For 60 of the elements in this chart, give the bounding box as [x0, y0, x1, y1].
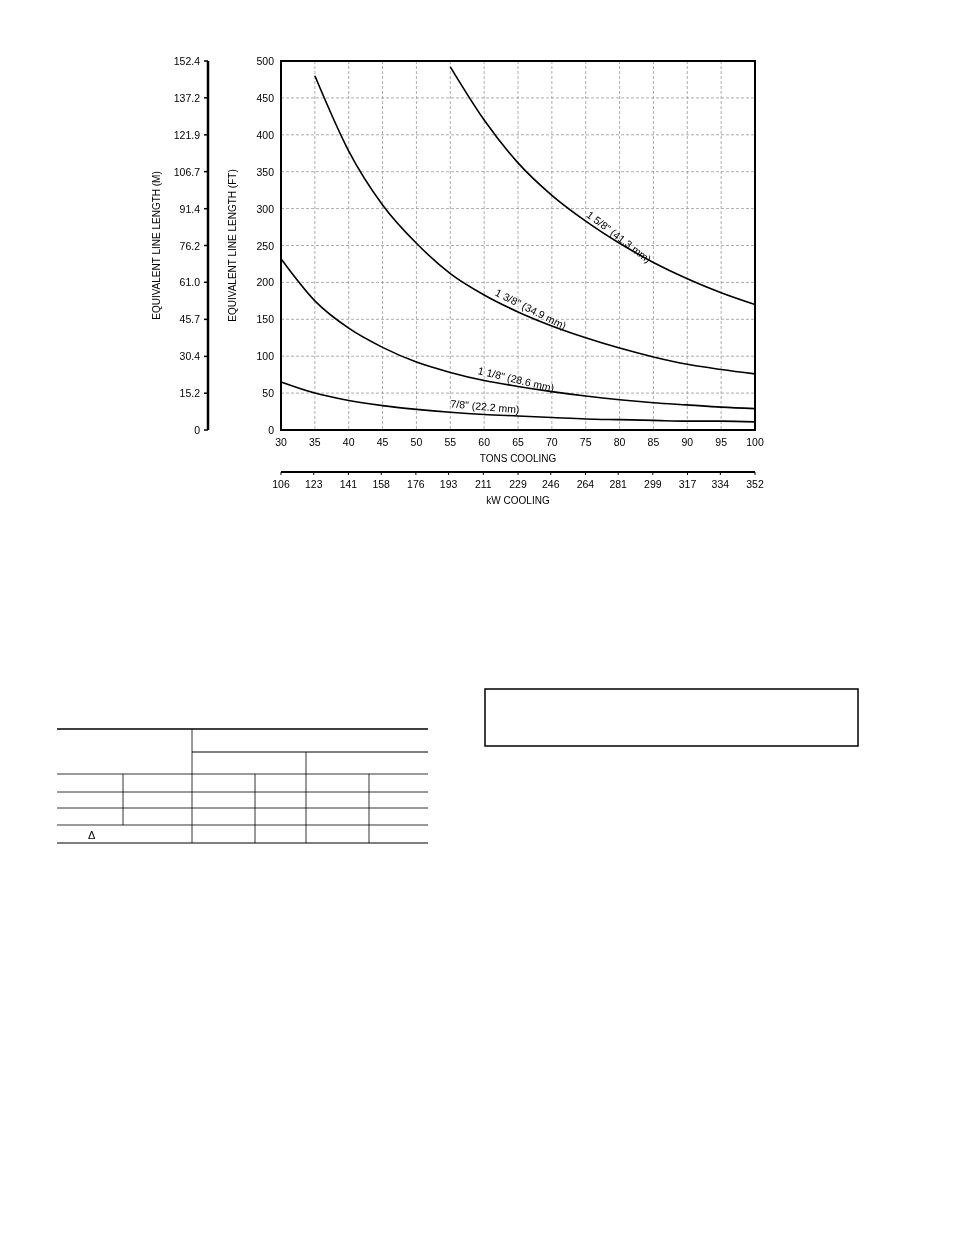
- x-axis-title: TONS COOLING: [479, 453, 557, 464]
- y-tick-label: 300: [256, 202, 275, 215]
- y-tick-label: 250: [256, 239, 275, 252]
- y2-tick-label: 15.2: [179, 387, 201, 400]
- y2-tick-label: 61.0: [179, 276, 201, 289]
- x-tick-label: 95: [715, 436, 728, 448]
- y2-axis-title: EQUIVALENT LINE LENGTH (M): [151, 171, 162, 320]
- y-tick-label: 400: [256, 128, 275, 141]
- x2-tick-label: 229: [509, 478, 527, 490]
- x2-tick-label: 193: [439, 478, 458, 490]
- x2-tick-label: 106: [272, 478, 290, 490]
- x-tick-label: 85: [647, 436, 660, 448]
- text: Δ: [88, 829, 96, 841]
- x-tick-label: 35: [309, 436, 321, 448]
- x-tick-label: 100: [746, 436, 764, 448]
- x-tick-label: 70: [546, 436, 558, 448]
- series-label: 7/8" (22.2 mm): [450, 397, 520, 416]
- x2-tick-label: 141: [339, 478, 358, 490]
- y2-tick-label: 91.4: [179, 202, 201, 215]
- y2-tick-label: 76.2: [179, 239, 201, 252]
- text: 1 1/8" (28.6 mm): [476, 364, 556, 395]
- y2-tick-label: 106.7: [173, 165, 201, 178]
- y-tick-label: 350: [256, 165, 275, 178]
- x-tick-label: 65: [512, 436, 524, 448]
- x2-tick-label: 123: [304, 478, 323, 490]
- y2-tick-label: 30.4: [179, 350, 201, 363]
- x2-tick-label: 158: [372, 478, 391, 490]
- y-tick-label: 450: [256, 91, 275, 104]
- x-tick-label: 80: [613, 436, 626, 448]
- y2-tick-label: 121.9: [173, 128, 201, 141]
- x-tick-label: 75: [579, 436, 592, 448]
- x-tick-label: 30: [275, 436, 287, 448]
- x2-tick-label: 264: [576, 478, 595, 490]
- x-tick-label: 45: [376, 436, 389, 448]
- y-tick-label: 200: [256, 276, 275, 289]
- x2-tick-label: 352: [746, 478, 764, 490]
- y-tick-label: 500: [256, 55, 275, 67]
- x2-axis-title: kW COOLING: [486, 495, 550, 506]
- x2-tick-label: 299: [644, 478, 662, 490]
- x2-tick-label: 246: [541, 478, 560, 490]
- x2-tick-label: 176: [407, 478, 425, 490]
- text: 1 3/8" (34.9 mm): [493, 286, 569, 332]
- x-tick-label: 90: [681, 436, 694, 448]
- x2-tick-label: 334: [711, 478, 730, 490]
- y2-tick-label: 0: [194, 424, 201, 436]
- x-tick-label: 55: [444, 436, 457, 448]
- x-tick-label: 40: [342, 436, 355, 448]
- x2-tick-label: 317: [678, 478, 697, 490]
- y-tick-label: 50: [262, 387, 275, 400]
- y2-tick-label: 137.2: [173, 91, 201, 104]
- x-tick-label: 60: [478, 436, 491, 448]
- y2-tick-label: 152.4: [173, 55, 201, 67]
- y2-tick-label: 45.7: [179, 313, 201, 326]
- x-tick-label: 50: [410, 436, 423, 448]
- y-tick-label: 150: [256, 313, 275, 326]
- y-axis-title: EQUIVALENT LINE LENGTH (FT): [227, 169, 238, 322]
- x2-tick-label: 211: [474, 478, 492, 490]
- y-tick-label: 100: [256, 350, 275, 363]
- y-tick-label: 0: [268, 424, 275, 436]
- x2-tick-label: 281: [609, 478, 628, 490]
